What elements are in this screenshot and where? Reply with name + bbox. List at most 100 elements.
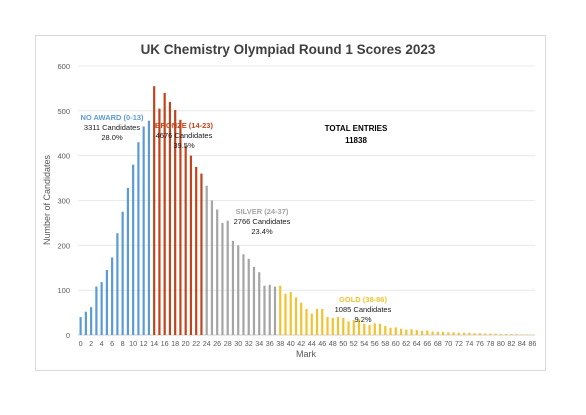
- x-tick-label: 2: [89, 339, 93, 348]
- bar-gold: [352, 320, 355, 335]
- y-tick-label: 200: [57, 241, 70, 250]
- x-tick-label: 80: [497, 339, 505, 348]
- bar-silver: [237, 245, 240, 335]
- bar-gold: [373, 323, 376, 335]
- bar-no_award: [90, 307, 93, 335]
- annotation-percent: 39.5%: [173, 141, 195, 150]
- x-tick-label: 50: [339, 339, 347, 348]
- bar-gold: [410, 329, 413, 335]
- x-tick-label: 46: [318, 339, 326, 348]
- bar-gold: [321, 308, 324, 335]
- bar-no_award: [132, 164, 135, 335]
- y-tick-label: 600: [57, 62, 70, 71]
- bar-bronze: [153, 86, 156, 335]
- annotation-percent: 23.4%: [251, 227, 273, 236]
- bar-no_award: [142, 126, 145, 336]
- bar-gold: [289, 291, 292, 335]
- bar-gold: [510, 334, 513, 335]
- bar-bronze: [179, 119, 182, 335]
- annotation-label: SILVER (24-37): [236, 207, 289, 216]
- x-tick-label: 54: [360, 339, 368, 348]
- annotation-count: 4676 Candidates: [156, 131, 213, 140]
- bar-no_award: [95, 286, 98, 335]
- x-tick-label: 76: [476, 339, 484, 348]
- bar-gold: [315, 308, 319, 335]
- x-tick-label: 12: [140, 339, 148, 348]
- x-tick-label: 14: [150, 339, 158, 348]
- bar-bronze: [200, 173, 203, 335]
- x-tick-label: 60: [392, 339, 400, 348]
- bar-silver: [273, 286, 277, 335]
- bar-gold: [405, 329, 408, 335]
- bar-no_award: [126, 187, 130, 335]
- x-tick-label: 8: [121, 339, 125, 348]
- bar-silver: [263, 285, 266, 335]
- bar-no_award: [100, 282, 103, 335]
- x-tick-label: 36: [266, 339, 274, 348]
- y-tick-label: 100: [57, 286, 70, 295]
- x-tick-label: 30: [234, 339, 242, 348]
- x-tick-label: 42: [297, 339, 305, 348]
- bar-silver: [216, 209, 219, 335]
- bar-silver: [268, 284, 271, 335]
- bar-gold: [279, 285, 282, 335]
- x-tick-label: 24: [203, 339, 211, 348]
- bar-bronze: [195, 166, 198, 335]
- bar-no_award: [116, 233, 119, 335]
- y-tick-label: 400: [57, 152, 70, 161]
- bar-no_award: [137, 142, 140, 335]
- bar-silver: [247, 258, 250, 335]
- bar-gold: [436, 331, 439, 335]
- bar-gold: [483, 333, 487, 335]
- bar-gold: [494, 333, 497, 335]
- bar-bronze: [184, 145, 187, 335]
- total-label: TOTAL ENTRIES: [325, 124, 388, 133]
- bar-gold: [499, 334, 502, 335]
- x-tick-label: 70: [444, 339, 452, 348]
- x-tick-label: 10: [129, 339, 137, 348]
- bar-no_award: [121, 211, 124, 335]
- bar-gold: [431, 331, 434, 335]
- bar-silver: [210, 200, 214, 335]
- bar-gold: [384, 326, 387, 335]
- x-tick-label: 20: [182, 339, 190, 348]
- y-tick-label: 300: [57, 197, 70, 206]
- x-tick-label: 72: [455, 339, 463, 348]
- total-entries: TOTAL ENTRIES 11838: [325, 124, 388, 145]
- bar-gold: [336, 317, 340, 335]
- bar-gold: [447, 332, 450, 335]
- bar-gold: [347, 321, 350, 335]
- annotation-count: 1085 Candidates: [335, 305, 392, 314]
- bar-no_award: [111, 257, 114, 335]
- x-tick-label: 44: [308, 339, 316, 348]
- x-tick-label: 78: [486, 339, 494, 348]
- annotation-label: NO AWARD (0-13): [80, 113, 144, 122]
- bar-bronze: [189, 155, 193, 335]
- bar-gold: [378, 323, 382, 335]
- annotation-label: BRONZE (14-23): [155, 121, 213, 130]
- bar-gold: [415, 330, 418, 335]
- x-tick-label: 82: [507, 339, 515, 348]
- bar-gold: [389, 327, 392, 335]
- bar-gold: [478, 333, 481, 335]
- bars: [79, 86, 534, 336]
- x-axis-ticks: 0 2 4 6 8 10 12 14 16 18 20 22 24 26 28 30 32 34 36 38 40 42 4…: [79, 339, 537, 348]
- bar-silver: [242, 254, 245, 335]
- total-value: 11838: [345, 136, 367, 145]
- bar-gold: [326, 317, 329, 335]
- bar-bronze: [168, 101, 172, 335]
- x-tick-label: 22: [192, 339, 200, 348]
- y-axis-ticks: 0 100 200 300 400 500 600: [57, 62, 70, 340]
- bar-gold: [305, 308, 308, 335]
- annotation-percent: 28.0%: [101, 133, 123, 142]
- x-tick-label: 4: [100, 339, 104, 348]
- bar-silver: [221, 222, 224, 335]
- bar-no_award: [147, 120, 151, 336]
- bar-gold: [489, 333, 492, 335]
- annotation-percent: 9.2%: [354, 315, 371, 324]
- x-tick-label: 26: [213, 339, 221, 348]
- bar-gold: [505, 334, 508, 335]
- bar-gold: [310, 313, 313, 335]
- x-tick-label: 58: [381, 339, 389, 348]
